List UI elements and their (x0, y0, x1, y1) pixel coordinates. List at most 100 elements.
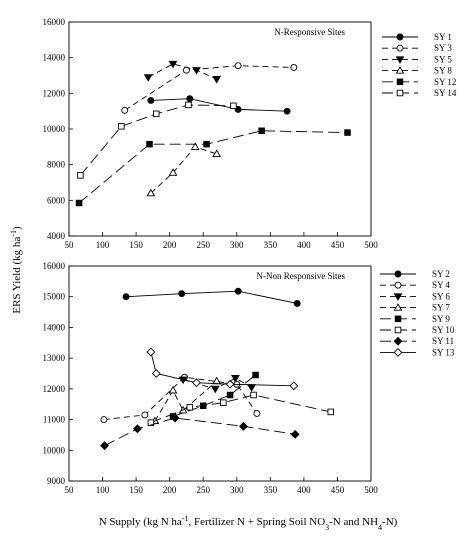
y-tick-label: 12000 (43, 88, 66, 98)
series-sy-11 (100, 413, 300, 451)
x-tick-label: 500 (364, 485, 378, 495)
legend-marker (396, 44, 404, 52)
legend-item: SY 11 (380, 336, 454, 346)
data-point (203, 140, 210, 148)
y-tick-label: 13000 (43, 353, 66, 363)
data-point (186, 95, 194, 103)
legend-item: SY 13 (380, 347, 455, 357)
legend-item: SY 10 (380, 325, 455, 335)
legend-marker (393, 303, 403, 311)
y-tick-label: 14000 (43, 322, 66, 332)
series-sy-14 (77, 101, 237, 179)
x-axis-label-sub2: 4 (378, 523, 382, 532)
data-point (100, 441, 110, 451)
data-point (122, 293, 130, 301)
x-tick-label: 100 (96, 240, 110, 250)
series-sy-3 (121, 62, 298, 114)
x-tick-label: 300 (230, 240, 244, 250)
data-point (146, 140, 153, 148)
y-tick-label: 16000 (43, 261, 66, 271)
y-tick-label: 8000 (47, 160, 66, 170)
data-point (289, 381, 299, 391)
legend-label: SY 4 (432, 280, 450, 290)
panel-title: N-Non Responsive Sites (257, 271, 346, 281)
x-tick-label: 250 (196, 240, 210, 250)
data-point (290, 429, 300, 439)
x-tick-label: 500 (364, 240, 378, 250)
legend-label: SY 6 (432, 291, 450, 301)
legend-item: SY 3 (382, 43, 452, 53)
data-point (146, 347, 156, 357)
x-axis-label-mid: , Fertilizer N + Spring Soil NO (188, 516, 325, 528)
x-tick-label: 100 (96, 485, 110, 495)
legend-label: SY 5 (434, 54, 452, 64)
data-point (239, 421, 248, 431)
series-line (150, 146, 217, 194)
data-point (290, 64, 298, 71)
data-point (283, 107, 291, 115)
data-point (168, 385, 178, 394)
legend-item: SY 5 (382, 54, 452, 64)
y-tick-label: 10000 (43, 445, 66, 455)
data-point (220, 399, 227, 406)
data-point (210, 385, 220, 394)
x-axis-label-sub: 3 (325, 523, 329, 532)
legend-marker (396, 78, 404, 86)
panel-n-responsive: 50 100 150 200 250 300 350 400 450 500 4000 6000 800… (43, 17, 457, 250)
x-tick-label: 50 (65, 485, 75, 495)
x-tick-label: 150 (129, 485, 143, 495)
data-point (121, 106, 129, 114)
x-tick-label: 350 (264, 240, 278, 250)
series-sy-12 (75, 127, 351, 207)
legend-marker (393, 347, 403, 357)
legend-marker (393, 293, 403, 301)
series-line (182, 377, 252, 390)
legend-label: SY 12 (434, 77, 456, 87)
data-point (170, 413, 180, 423)
legend-label: SY 3 (434, 43, 452, 53)
series-sy-10 (147, 391, 334, 426)
legend-marker (395, 56, 405, 64)
series-line (150, 394, 331, 424)
data-point (226, 391, 234, 399)
data-point (212, 149, 222, 158)
data-point (146, 188, 156, 197)
plot-area-frame (68, 21, 372, 237)
data-point (231, 375, 240, 383)
data-point (185, 101, 192, 109)
series-line (147, 63, 217, 80)
x-tick-label: 300 (230, 485, 244, 495)
data-point (234, 287, 242, 295)
legend-marker (394, 281, 402, 289)
data-point (152, 110, 160, 118)
x-axis-label-sup: -1 (182, 514, 189, 523)
y-tick-label: 9000 (47, 476, 66, 486)
data-point (247, 384, 256, 392)
data-point (192, 67, 201, 75)
x-tick-label: 400 (297, 240, 311, 250)
series-sy-13 (146, 347, 299, 391)
x-tick-label: 350 (264, 485, 278, 495)
data-point (250, 391, 257, 399)
legend-item: SY 8 (382, 66, 452, 76)
y-tick-label: 11000 (43, 415, 66, 425)
x-tick-label: 200 (163, 485, 177, 495)
data-point (168, 168, 178, 176)
y-tick-label: 10000 (43, 124, 66, 134)
y-tick-label: 4000 (47, 231, 66, 241)
series-sy-1 (147, 95, 291, 115)
series-line (154, 380, 217, 422)
y-tick-label: 16000 (43, 17, 66, 27)
data-point (77, 172, 84, 179)
legend-item: SY 14 (382, 88, 457, 98)
x-axis-label-end: -N) (382, 516, 398, 528)
data-point (147, 97, 155, 104)
data-point (258, 127, 265, 135)
series-sy-5 (143, 60, 222, 84)
legend-marker (396, 89, 404, 97)
data-point (168, 60, 178, 69)
data-point (253, 409, 261, 417)
data-point (225, 379, 235, 389)
